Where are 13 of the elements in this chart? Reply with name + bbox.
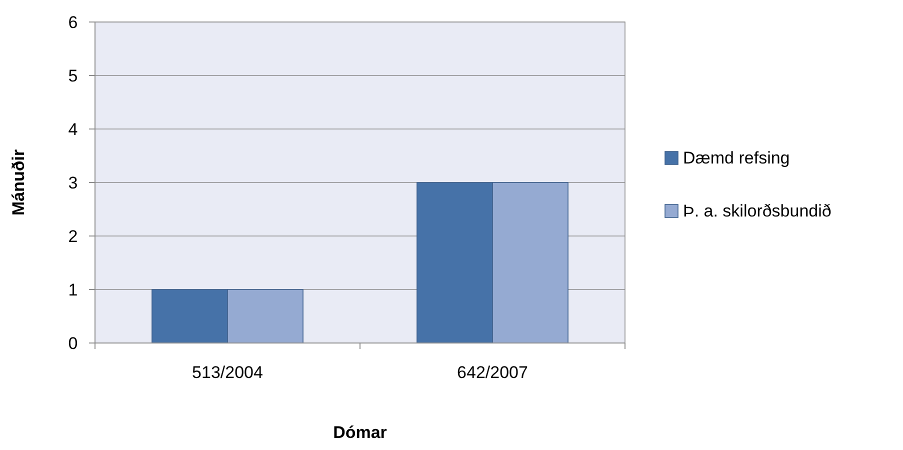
y-tick-label: 0 (68, 334, 78, 353)
legend-label: Dæmd refsing (683, 148, 790, 168)
y-tick-label: 6 (68, 12, 78, 32)
y-tick-label: 4 (68, 120, 78, 139)
legend-label: Þ. a. skilorðsbundið (683, 201, 832, 220)
y-axis-title: Mánuðir (9, 149, 28, 216)
y-tick-label: 2 (68, 226, 78, 246)
x-tick-label: 642/2007 (457, 363, 528, 382)
y-tick-label: 1 (68, 280, 78, 300)
x-axis-title: Dómar (333, 423, 388, 442)
x-tick-label: 513/2004 (192, 363, 263, 382)
y-tick-label: 3 (68, 173, 78, 192)
y-tick-label: 5 (68, 66, 78, 86)
